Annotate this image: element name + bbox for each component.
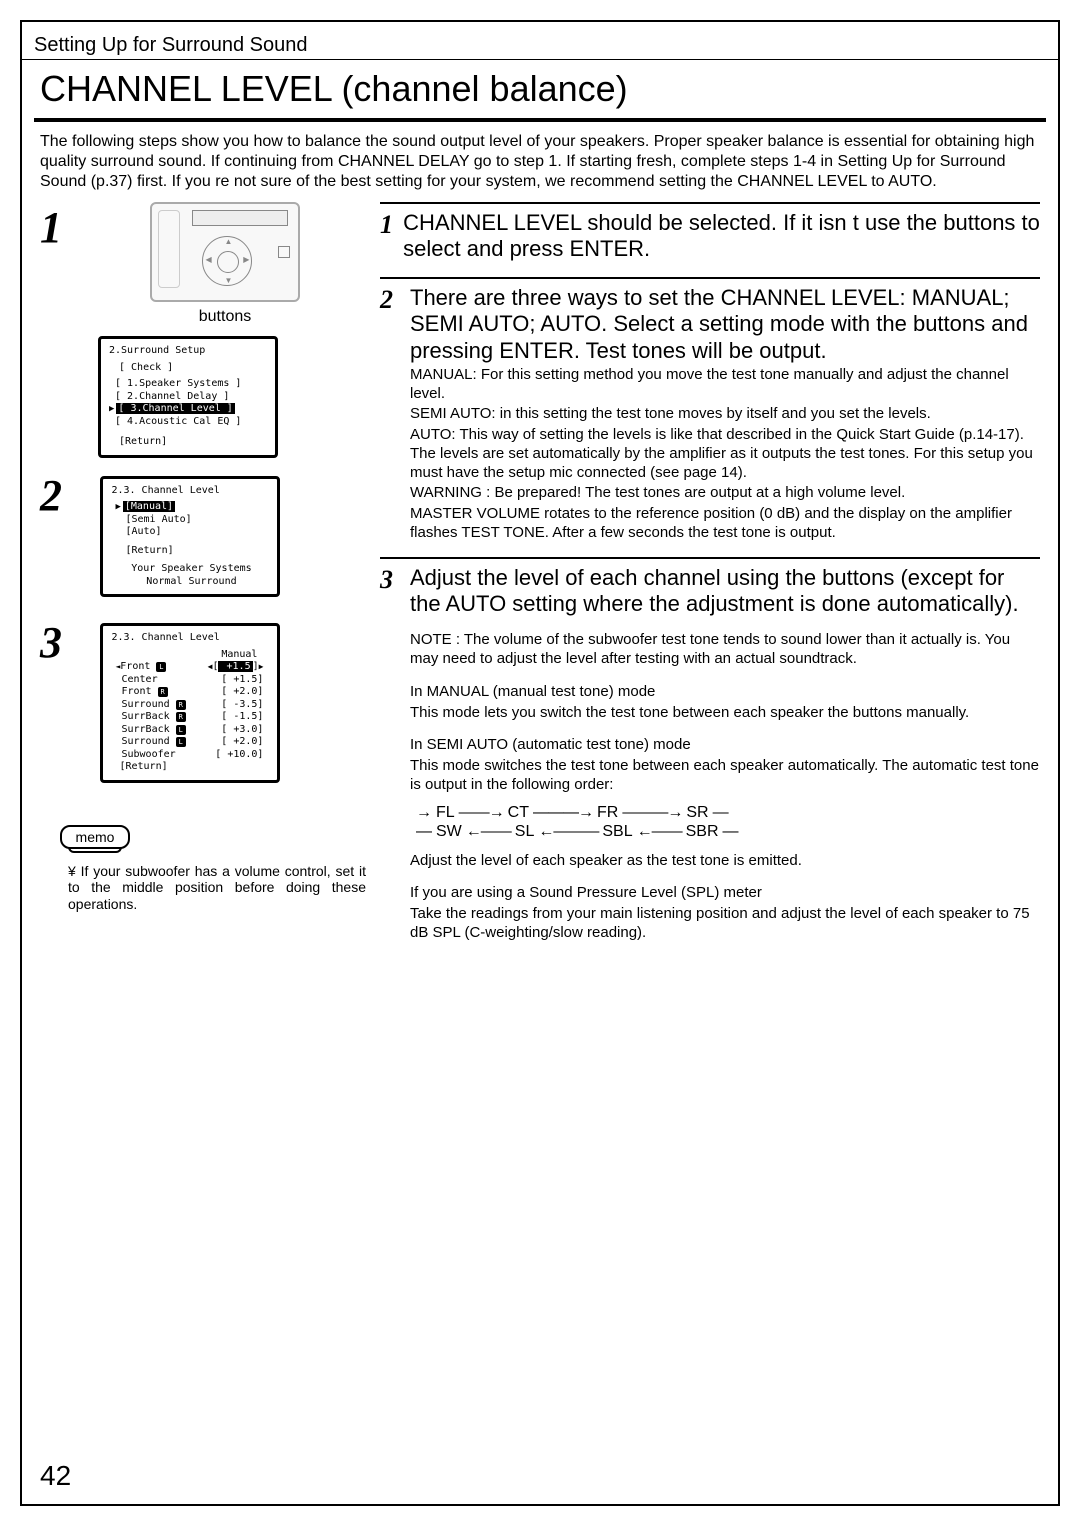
screen-item-selected: [ 3.Channel Level ] — [109, 403, 269, 416]
flow-node: SW — [436, 823, 462, 841]
mode-body: Adjust the level of each speaker as the … — [410, 852, 1040, 871]
mode-body: Take the readings from your main listeni… — [410, 905, 1040, 943]
screen-mode: Manual — [111, 649, 257, 662]
screen-return: [Return] — [119, 761, 271, 774]
step-number: 3 — [40, 617, 76, 668]
step-number: 1 — [40, 202, 76, 253]
page-number: 42 — [40, 1460, 71, 1492]
osd-screen-channel-level: 2.3. Channel Level [Manual] [Semi Auto] … — [100, 476, 280, 598]
screen-item: [ 2.Channel Delay ] — [115, 391, 269, 404]
level-row: Subwoofer[ +10.0] — [111, 749, 271, 762]
level-row: Front R[ +2.0] — [111, 686, 271, 699]
flow-node: FL — [436, 804, 455, 822]
memo-icon: memo — [60, 825, 130, 849]
step-body: MASTER VOLUME rotates to the reference p… — [410, 505, 1040, 543]
step-number: 1 — [380, 210, 397, 263]
step-number: 2 — [380, 285, 404, 543]
step-body: SEMI AUTO: in this setting the test tone… — [410, 405, 1040, 424]
screen-item: [Semi Auto] — [125, 514, 271, 527]
flow-node: SR — [686, 804, 708, 822]
title-rule — [34, 118, 1046, 122]
step-1-illustration: 1 ▲▼◀▶ buttons — [40, 202, 370, 326]
step-heading: There are three ways to set the CHANNEL … — [410, 285, 1040, 364]
mode-head: In SEMI AUTO (automatic test tone) mode — [410, 736, 1040, 755]
step-number: 3 — [380, 565, 404, 943]
level-row: ◄Front L◀[ +1.5]▶ — [111, 661, 271, 674]
screen-title: 2.3. Channel Level — [111, 485, 271, 498]
remote-device-icon: ▲▼◀▶ — [150, 202, 300, 302]
flow-node: FR — [597, 804, 618, 822]
step-3-illustration: 3 2.3. Channel Level Manual ◄Front L◀[ +… — [40, 617, 370, 795]
flow-node: CT — [508, 804, 529, 822]
buttons-label: buttons — [80, 308, 370, 326]
mode-body: This mode lets you switch the test tone … — [410, 704, 1040, 723]
screen-item: [Auto] — [125, 526, 271, 539]
mode-head: In MANUAL (manual test tone) mode — [410, 683, 1040, 702]
mode-body: This mode switches the test tone between… — [410, 757, 1040, 795]
level-row: SurrBack L[ +3.0] — [111, 724, 271, 737]
level-row: Surround L[ +2.0] — [111, 736, 271, 749]
level-row: Surround R[ -3.5] — [111, 699, 271, 712]
screen-check: [ Check ] — [119, 362, 269, 375]
osd-screen-surround-setup: 2.Surround Setup [ Check ] [ 1.Speaker S… — [98, 336, 278, 458]
screen-item-selected: [Manual] — [115, 501, 271, 514]
screen-title: 2.Surround Setup — [109, 345, 269, 358]
step-heading: CHANNEL LEVEL should be selected. If it … — [403, 210, 1040, 263]
level-row: Center[ +1.5] — [111, 674, 271, 687]
osd-screen-levels: 2.3. Channel Level Manual ◄Front L◀[ +1.… — [100, 623, 280, 783]
screen-return: [Return] — [119, 436, 269, 449]
right-column: 1 CHANNEL LEVEL should be selected. If i… — [380, 202, 1040, 957]
step-heading: Adjust the level of each channel using t… — [410, 565, 1040, 618]
screen-item: [ 4.Acoustic Cal EQ ] — [115, 416, 269, 429]
left-column: 1 ▲▼◀▶ buttons 2.Surround Setup [ Check … — [40, 202, 370, 957]
flow-node: SBR — [686, 823, 719, 841]
flow-node: SBL — [602, 823, 632, 841]
memo-text: ¥ If your subwoofer has a volume control… — [40, 857, 370, 913]
screen-foot: Your Speaker Systems — [111, 563, 271, 576]
instruction-step-1: 1 CHANNEL LEVEL should be selected. If i… — [380, 202, 1040, 273]
step-body: MANUAL: For this setting method you move… — [410, 366, 1040, 404]
screen-return: [Return] — [125, 545, 271, 558]
mode-head: If you are using a Sound Pressure Level … — [410, 884, 1040, 903]
section-heading: Setting Up for Surround Sound — [22, 22, 1058, 60]
flow-node: SL — [515, 823, 535, 841]
screen-title: 2.3. Channel Level — [111, 632, 271, 645]
instruction-step-2: 2 There are three ways to set the CHANNE… — [380, 277, 1040, 553]
content-columns: 1 ▲▼◀▶ buttons 2.Surround Setup [ Check … — [22, 202, 1058, 957]
screen-foot: Normal Surround — [111, 576, 271, 589]
signal-flow-diagram: → FL ——→ CT ———→ FR ———→ SR — — [410, 795, 1040, 850]
screen-item: [ 1.Speaker Systems ] — [115, 378, 269, 391]
level-row: SurrBack R[ -1.5] — [111, 711, 271, 724]
page-title: CHANNEL LEVEL (channel balance) — [22, 60, 1058, 118]
instruction-step-3: 3 Adjust the level of each channel using… — [380, 557, 1040, 953]
step-2-illustration: 2 2.3. Channel Level [Manual] [Semi Auto… — [40, 470, 370, 610]
step-number: 2 — [40, 470, 76, 521]
step-body: WARNING : Be prepared! The test tones ar… — [410, 484, 1040, 503]
intro-paragraph: The following steps show you how to bala… — [22, 128, 1058, 202]
step-note: NOTE : The volume of the subwoofer test … — [410, 631, 1040, 669]
step-body: AUTO: This way of setting the levels is … — [410, 426, 1040, 482]
level-rows: ◄Front L◀[ +1.5]▶ Center[ +1.5] Front R[… — [111, 661, 271, 761]
manual-page: Setting Up for Surround Sound CHANNEL LE… — [20, 20, 1060, 1506]
